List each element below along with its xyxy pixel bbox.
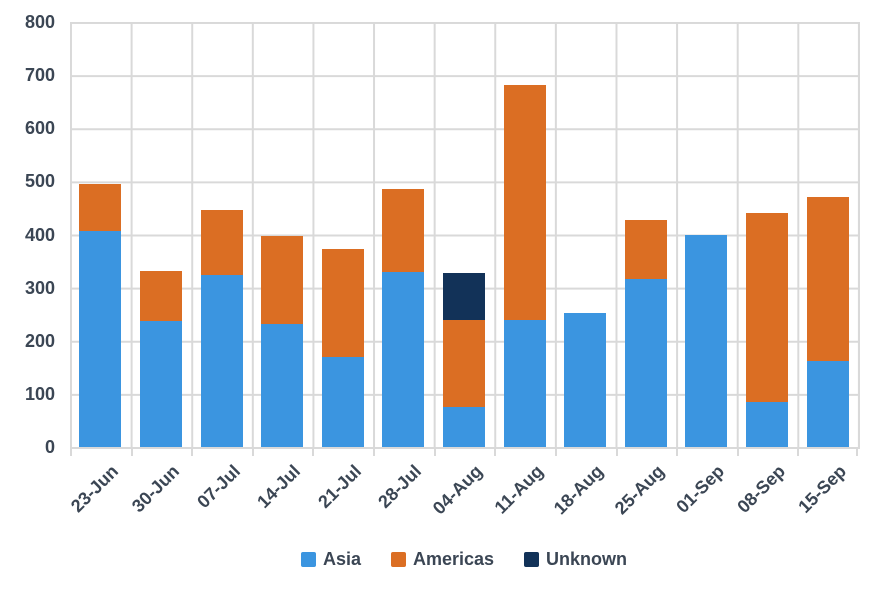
legend-swatch: [390, 552, 406, 567]
bar-segment-asia[interactable]: [564, 313, 607, 447]
bar-group: [131, 22, 192, 447]
x-axis-tick: [373, 449, 376, 456]
bar-segment-asia[interactable]: [503, 319, 546, 447]
x-axis-label: 08-Sep: [733, 461, 790, 517]
x-axis-label: 07-Jul: [192, 461, 244, 512]
legend: Asia Americas Unknown: [70, 549, 858, 570]
x-axis-tick: [736, 449, 739, 456]
bar-segment-asia[interactable]: [382, 272, 425, 447]
x-axis-tick: [494, 449, 497, 456]
bar-segment-asia[interactable]: [806, 361, 849, 447]
y-axis-label: 200: [24, 330, 55, 351]
bar-segment-asia[interactable]: [261, 323, 304, 447]
legend-label: Americas: [412, 549, 495, 569]
x-axis-tick: [676, 449, 679, 456]
x-axis-label: 01-Sep: [672, 461, 729, 517]
x-axis-tick: [615, 449, 618, 456]
legend-item-americas[interactable]: Americas: [390, 549, 495, 570]
y-axis-label: 500: [24, 171, 55, 192]
x-axis-label: 04-Aug: [428, 461, 487, 519]
bar-segment-americas[interactable]: [624, 219, 667, 280]
bar-segment-asia[interactable]: [200, 275, 243, 447]
x-axis-tick: [70, 449, 72, 456]
bar-segment-americas[interactable]: [746, 212, 789, 403]
x-axis-label: 14-Jul: [253, 461, 305, 512]
bar-segment-asia[interactable]: [321, 357, 364, 447]
x-axis-tick: [130, 449, 133, 456]
bar-segment-americas[interactable]: [139, 271, 182, 321]
x-axis-tick: [433, 449, 436, 456]
bar-group: [252, 22, 313, 447]
legend-item-asia[interactable]: Asia: [300, 549, 361, 570]
bar-segment-asia[interactable]: [139, 320, 182, 447]
x-axis-label: 28-Jul: [374, 461, 426, 512]
x-axis-tick: [856, 449, 858, 456]
legend-label: Unknown: [546, 549, 628, 569]
bar-segment-americas[interactable]: [382, 188, 425, 273]
bar-segment-asia[interactable]: [442, 406, 485, 447]
bar-group: [797, 22, 858, 447]
bar-segment-americas[interactable]: [200, 210, 243, 276]
bar-group: [312, 22, 373, 447]
bar-segment-asia[interactable]: [79, 231, 122, 447]
y-axis-label: 400: [24, 224, 55, 245]
bar-segment-americas[interactable]: [806, 197, 849, 362]
legend-swatch: [300, 552, 316, 567]
bar-group: [373, 22, 434, 447]
x-axis-tick: [797, 449, 800, 456]
bar-group: [616, 22, 677, 447]
bar-group: [737, 22, 798, 447]
bar-group: [494, 22, 555, 447]
y-axis-label: 0: [44, 437, 55, 457]
bar-segment-americas[interactable]: [261, 235, 304, 324]
legend-item-unknown[interactable]: Unknown: [524, 549, 627, 570]
x-axis-label: 23-Jun: [67, 461, 123, 517]
x-axis-label: 21-Jul: [313, 461, 365, 512]
x-axis-label: 15-Sep: [793, 461, 850, 517]
x-axis-tick: [554, 449, 557, 456]
x-axis-label: 18-Aug: [550, 461, 608, 519]
y-axis-label: 300: [24, 277, 55, 298]
x-axis-tick: [312, 449, 315, 456]
bar-segment-unknown[interactable]: [442, 273, 485, 320]
x-axis-label: 11-Aug: [490, 461, 547, 518]
legend-label: Asia: [322, 549, 361, 569]
bar-group: [434, 22, 495, 447]
bar-segment-asia[interactable]: [746, 402, 789, 447]
y-axis-label: 600: [24, 118, 55, 139]
y-axis-label: 800: [24, 12, 55, 32]
bar-segment-asia[interactable]: [685, 234, 728, 447]
x-axis-label: 30-Jun: [127, 461, 184, 517]
x-axis-label: 25-Aug: [610, 461, 668, 519]
y-axis-label: 700: [24, 65, 55, 86]
bar-segment-americas[interactable]: [442, 319, 485, 407]
bar-segment-americas[interactable]: [503, 84, 546, 320]
legend-swatch: [524, 552, 540, 567]
bar-group: [676, 22, 737, 447]
bar-segment-americas[interactable]: [321, 249, 364, 358]
bar-group: [70, 22, 131, 447]
bar-group: [555, 22, 616, 447]
bar-group: [191, 22, 252, 447]
y-axis-label: 100: [24, 383, 55, 404]
bar-segment-asia[interactable]: [624, 279, 667, 447]
bar-segment-americas[interactable]: [79, 184, 122, 232]
x-axis-tick: [191, 449, 194, 456]
x-axis-tick: [251, 449, 254, 456]
